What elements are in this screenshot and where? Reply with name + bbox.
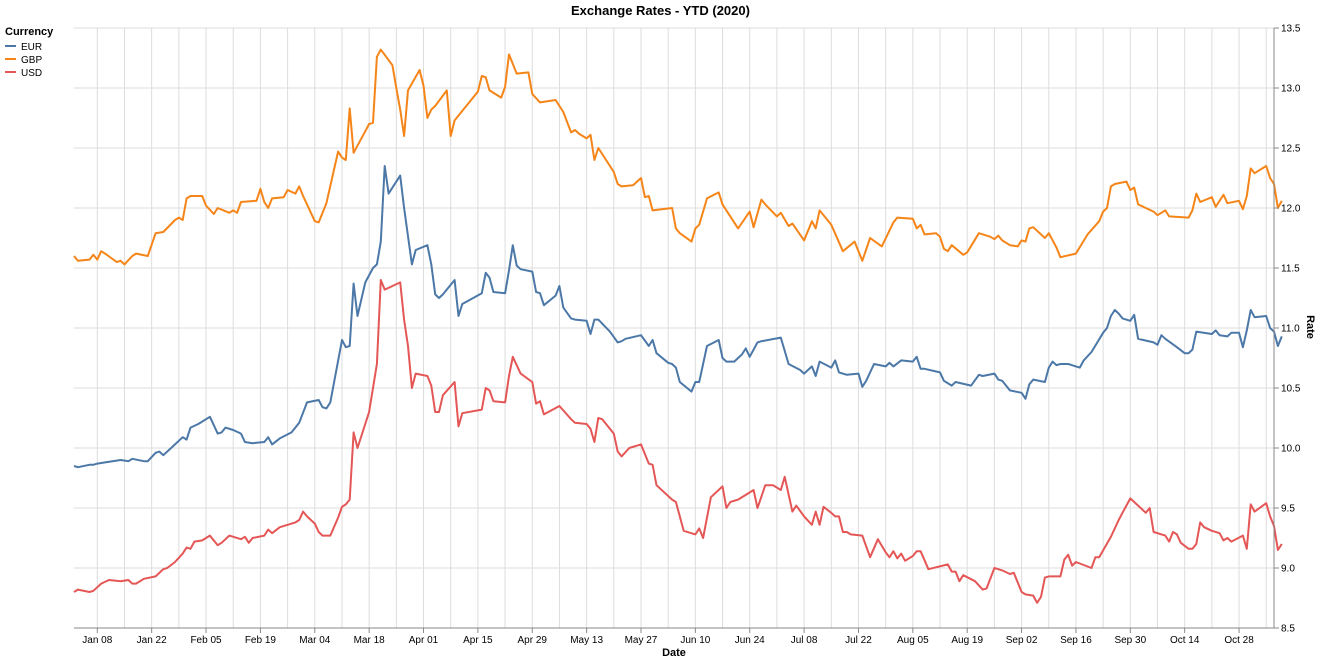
y-tick-label: 10.0 [1281,444,1301,455]
x-tick-label: Aug 05 [897,635,929,646]
chart-title: Exchange Rates - YTD (2020) [571,3,750,18]
y-tick-label: 11.5 [1281,264,1300,275]
legend-label-usd: USD [21,68,43,79]
x-tick-label: May 27 [625,635,658,646]
y-tick-label: 9.0 [1281,564,1295,575]
x-tick-label: Apr 01 [409,635,439,646]
x-tick-label: Jan 22 [137,635,167,646]
x-tick-label: Jun 10 [680,635,710,646]
x-tick-label: Mar 04 [299,635,331,646]
y-tick-label: 12.0 [1281,204,1301,215]
series-line-usd[interactable] [73,279,1283,604]
series-line-eur[interactable] [73,165,1283,469]
x-tick-label: Mar 18 [354,635,386,646]
legend-item-gbp[interactable]: GBP [5,54,53,67]
x-tick-label: Feb 19 [245,635,277,646]
y-tick-label: 10.5 [1281,384,1301,395]
series-lines [73,48,1283,604]
legend-item-eur[interactable]: EUR [5,41,53,54]
x-axis-title: Date [662,647,686,659]
x-axis: Jan 08 Jan 22 Feb 05 Feb 19 Mar 04 Mar 18 Apr … [74,627,1274,646]
legend-label-gbp: GBP [21,55,43,66]
x-tick-label: Jan 08 [82,635,112,646]
x-tick-label: Apr 29 [518,635,548,646]
x-tick-label: Oct 14 [1170,635,1200,646]
y-tick-label: 12.5 [1281,144,1301,155]
series-line-gbp[interactable] [73,48,1283,266]
x-tick-label: Apr 15 [463,635,493,646]
x-tick-label: Jul 22 [845,635,872,646]
x-tick-label: Oct 28 [1224,635,1254,646]
y-axis: 8.5 9.0 9.5 10.0 10.5 11.0 11.5 12.0 12.5 13.0 13.… [1273,24,1301,635]
x-tick-label: Sep 30 [1114,635,1146,646]
y-axis-title: Rate [1304,315,1316,339]
legend-item-usd[interactable]: USD [5,67,53,80]
y-tick-label: 13.0 [1281,84,1301,95]
legend-swatch-gbp [5,58,16,61]
y-tick-label: 11.0 [1281,324,1300,335]
legend-swatch-usd [5,71,16,74]
x-tick-label: May 13 [570,635,603,646]
x-tick-label: Aug 19 [951,635,983,646]
x-tick-label: Sep 16 [1060,635,1092,646]
legend: Currency EUR GBP USD [5,26,53,80]
x-tick-label: Jun 24 [735,635,765,646]
x-tick-label: Feb 05 [190,635,222,646]
legend-title: Currency [5,26,54,38]
x-tick-label: Sep 02 [1006,635,1038,646]
x-tick-label: Jul 08 [791,635,818,646]
y-tick-label: 9.5 [1281,504,1295,515]
y-tick-label: 13.5 [1281,24,1301,35]
legend-label-eur: EUR [21,42,43,53]
y-tick-label: 8.5 [1281,624,1295,635]
legend-swatch-eur [5,45,16,48]
